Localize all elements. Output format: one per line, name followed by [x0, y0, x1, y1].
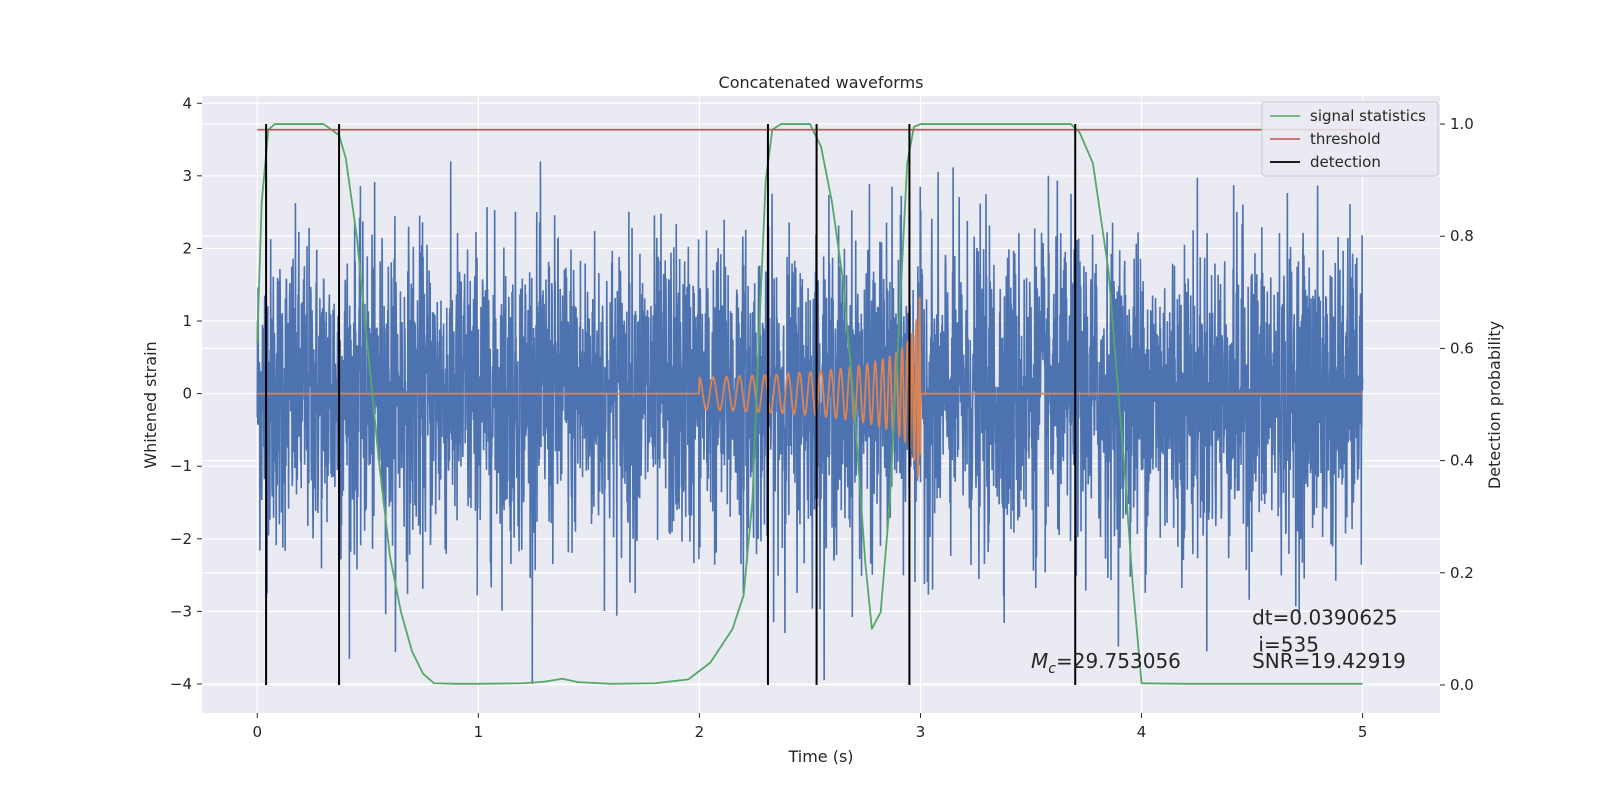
y-tick-label: 0	[182, 385, 192, 403]
x-axis-label: Time (s)	[787, 747, 853, 766]
annotation-value: =29.753056	[1056, 649, 1181, 673]
legend-label-threshold: threshold	[1310, 130, 1381, 148]
y-tick-label: 3	[182, 167, 192, 185]
annotation-text: i=535	[1252, 632, 1319, 656]
x-tick-label: 2	[695, 723, 705, 741]
signal-statistics-series	[256, 123, 1363, 685]
template-line	[257, 296, 1363, 479]
annotation-subscript: c	[1048, 661, 1056, 677]
y-tick-label: −3	[170, 602, 192, 620]
axis-ticks: 0 1 2 3 4 5 −4 −3 −2 −1 0 1 2 3 4 0.0 0.2 0.4 0.6 0.8 1.0	[170, 94, 1474, 741]
y2-tick-label: 0.8	[1450, 227, 1474, 245]
x-tick-label: 0	[252, 723, 262, 741]
legend-label-signal-statistics: signal statistics	[1310, 107, 1426, 125]
detection-series	[265, 124, 1077, 685]
x-tick-label: 1	[474, 723, 484, 741]
y2-tick-label: 0.2	[1450, 564, 1474, 582]
annotation-text: dt=0.0390625	[1252, 605, 1397, 629]
x-tick-label: 3	[916, 723, 926, 741]
chart-title: Concatenated waveforms	[719, 73, 924, 92]
strain-series	[256, 161, 1364, 684]
y-axis-label: Whitened strain	[141, 341, 160, 468]
strain-line	[256, 161, 1364, 684]
y-tick-label: −1	[170, 457, 192, 475]
y2-tick-label: 1.0	[1450, 115, 1474, 133]
annotation-text: SNR=19.42919	[1252, 649, 1406, 673]
y2-tick-label: 0.0	[1450, 676, 1474, 694]
signal-statistics-line	[256, 123, 1363, 685]
legend-label-detection: detection	[1310, 153, 1381, 171]
y-tick-label: −4	[170, 675, 192, 693]
x-tick-label: 5	[1358, 723, 1368, 741]
annotation-text: Mc=29.753056	[1031, 649, 1181, 677]
legend-box	[1261, 101, 1439, 177]
y2-axis-label: Detection probability	[1485, 321, 1504, 489]
x-tick-label: 4	[1137, 723, 1147, 741]
y-tick-label: 2	[182, 239, 192, 257]
y-tick-label: −2	[170, 530, 192, 548]
template-series	[257, 296, 1363, 479]
legend: signal statistics threshold detection	[1261, 101, 1439, 177]
y2-tick-label: 0.4	[1450, 452, 1474, 470]
y-tick-label: 4	[182, 94, 192, 112]
y2-tick-label: 0.6	[1450, 339, 1474, 357]
y-tick-label: 1	[182, 312, 192, 330]
annotation-symbol: M	[1031, 649, 1048, 673]
